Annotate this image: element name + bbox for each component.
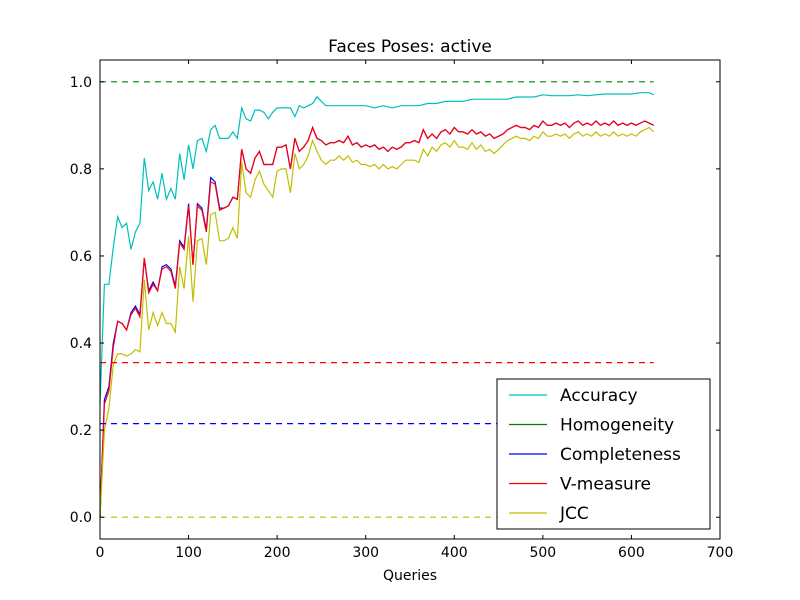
series-layer (99, 81, 655, 518)
legend-label-completeness: Completeness (560, 445, 681, 465)
x-tick-label: 200 (264, 545, 291, 561)
y-tick-label: 0.4 (70, 336, 92, 352)
x-tick-label: 500 (529, 545, 556, 561)
ticks-layer: 0 100 200 300 400 500 600 700 0.0 0.2 0.4 0.6 0.8 1.0 (70, 60, 734, 561)
legend-label-accuracy: Accuracy (560, 386, 638, 406)
chart-title: Faces Poses: active (328, 37, 492, 57)
legend-label-homogeneity: Homogeneity (560, 416, 674, 436)
x-tick-label: 100 (175, 545, 202, 561)
x-tick-label: 0 (96, 545, 105, 561)
series-jcc-line (99, 126, 655, 518)
series-v-measure-line (99, 120, 654, 518)
x-tick-label: 700 (707, 545, 734, 561)
x-tick-label: 300 (352, 545, 379, 561)
series-accuracy-line (99, 92, 654, 405)
x-axis-label: Queries (383, 568, 437, 584)
y-tick-label: 0.8 (70, 162, 92, 178)
legend-label-jcc: JCC (559, 504, 589, 524)
x-tick-label: 400 (441, 545, 468, 561)
y-tick-label: 0.6 (70, 249, 92, 265)
y-tick-label: 0.0 (70, 510, 92, 526)
y-tick-label: 0.2 (70, 423, 92, 439)
plot-frame (99, 59, 721, 540)
legend-label-v-measure: V-measure (560, 475, 651, 495)
legend: Accuracy Homogeneity Completeness V-measure… (496, 378, 711, 530)
y-tick-label: 1.0 (70, 75, 92, 91)
x-tick-label: 600 (618, 545, 645, 561)
